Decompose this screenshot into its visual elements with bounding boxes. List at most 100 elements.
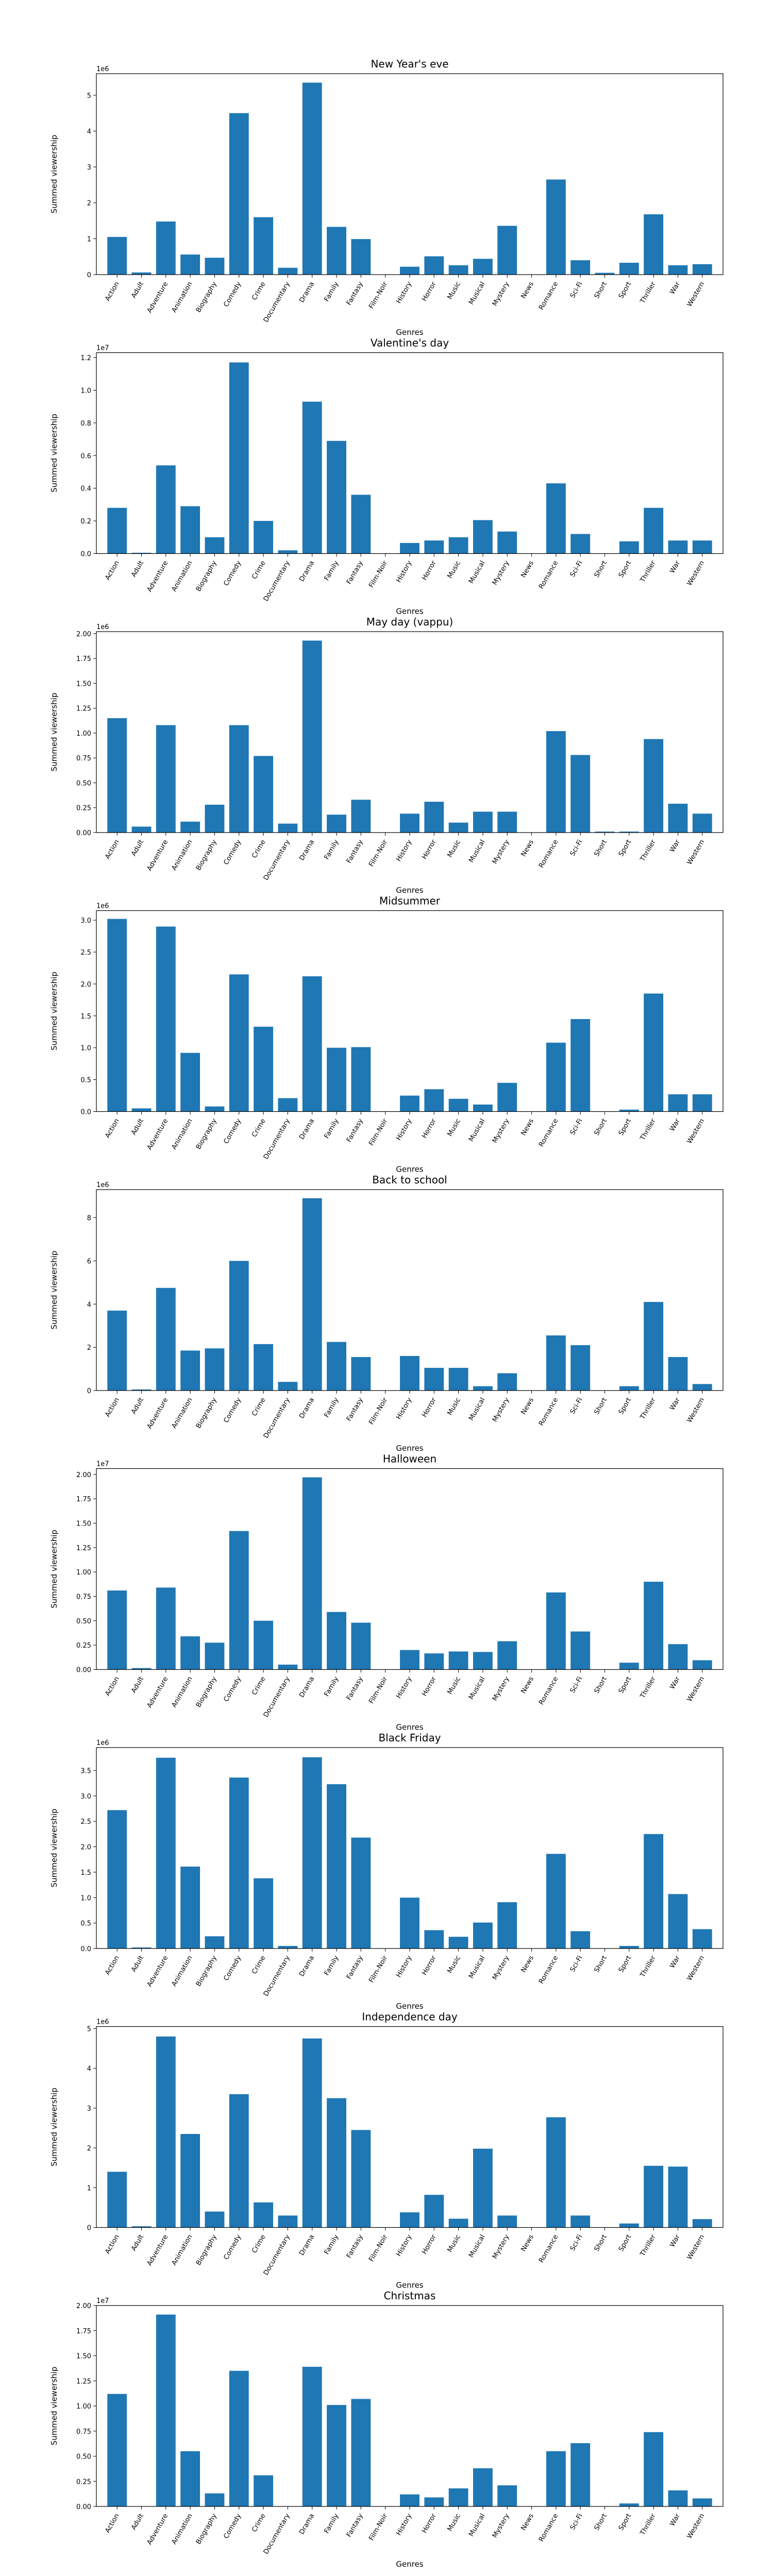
bar-biography — [205, 258, 225, 275]
x-tick-label-romance: Romance — [537, 2513, 560, 2544]
x-tick-label-documentary: Documentary — [262, 2233, 292, 2277]
y-axis-label: Summed viewership — [49, 2088, 59, 2166]
x-tick-label-mystery: Mystery — [491, 838, 511, 866]
x-tick-label-adult: Adult — [130, 1397, 145, 1416]
y-tick-label: 0.75 — [76, 2428, 91, 2436]
y-tick-label: 0.25 — [76, 805, 91, 812]
bar-animation — [180, 506, 200, 554]
x-tick-label-action: Action — [104, 1955, 121, 1977]
bar-drama — [302, 1198, 322, 1391]
bar-crime — [254, 1026, 274, 1112]
bar-musical — [473, 1922, 493, 1948]
bar-drama — [302, 1477, 322, 1670]
x-tick-label-animation: Animation — [170, 560, 194, 593]
bar-western — [692, 264, 712, 275]
bar-mystery — [497, 1373, 517, 1391]
bar-musical — [473, 1386, 493, 1391]
bar-sport — [619, 1386, 639, 1391]
bar-adventure — [156, 1587, 176, 1670]
bar-war — [668, 1357, 688, 1391]
x-tick-label-comedy: Comedy — [222, 1954, 243, 1982]
bar-music — [448, 1367, 468, 1391]
x-tick-label-thriller: Thriller — [638, 838, 658, 863]
bar-sport — [619, 1946, 639, 1948]
x-tick-label-history: History — [395, 1954, 413, 1979]
bar-romance — [546, 179, 566, 275]
x-tick-label-sci-fi: Sci-Fi — [569, 1397, 584, 1416]
bar-thriller — [644, 507, 664, 554]
x-tick-label-horror: Horror — [421, 2233, 438, 2256]
x-tick-label-animation: Animation — [170, 1397, 194, 1430]
bar-action — [107, 1810, 127, 1948]
x-tick-label-crime: Crime — [250, 2513, 267, 2534]
x-tick-label-sci-fi: Sci-Fi — [569, 2233, 584, 2252]
bar-drama — [302, 640, 322, 833]
x-tick-label-mystery: Mystery — [491, 1675, 511, 1703]
bar-romance — [546, 2451, 566, 2506]
bar-history — [400, 1355, 419, 1391]
x-tick-label-adult: Adult — [130, 2233, 145, 2252]
y-tick-label: 1.25 — [76, 1545, 91, 1552]
x-tick-label-drama: Drama — [298, 1955, 316, 1978]
y-tick-label: 0.6 — [80, 452, 91, 460]
x-tick-label-western: Western — [686, 2513, 707, 2540]
x-tick-label-crime: Crime — [250, 1117, 267, 1139]
x-tick-label-documentary: Documentary — [262, 1396, 292, 1439]
bar-comedy — [229, 1531, 249, 1670]
bar-war — [668, 1894, 688, 1948]
x-tick-label-biography: Biography — [195, 2233, 219, 2267]
y-tick-label: 2.00 — [76, 631, 91, 638]
x-tick-label-news: News — [519, 560, 535, 579]
x-tick-label-drama: Drama — [298, 2513, 316, 2536]
y-tick-label: 1.0 — [80, 1045, 91, 1053]
x-tick-label-short: Short — [593, 839, 609, 858]
bar-horror — [424, 2497, 444, 2506]
bar-mystery — [497, 2485, 517, 2506]
bar-sport — [619, 2503, 639, 2506]
x-tick-label-history: History — [395, 1117, 413, 1142]
x-tick-label-sci-fi: Sci-Fi — [569, 1117, 584, 1137]
bar-sport — [619, 2223, 639, 2228]
y-tick-label: 1.25 — [76, 705, 91, 713]
bar-documentary — [278, 2215, 298, 2228]
bar-fantasy — [351, 1357, 371, 1391]
x-tick-label-family: Family — [323, 1117, 341, 1140]
bar-comedy — [229, 1261, 249, 1391]
x-tick-label-history: History — [395, 2512, 413, 2537]
bar-family — [327, 2098, 346, 2228]
y-tick-label: 1.5 — [80, 1013, 91, 1021]
chart-title: Valentine's day — [371, 337, 449, 349]
x-tick-label-news: News — [519, 1117, 535, 1137]
x-tick-label-western: Western — [686, 2233, 707, 2261]
y-tick-label: 1.75 — [76, 2328, 91, 2335]
bar-sport — [619, 541, 639, 554]
bar-comedy — [229, 2370, 249, 2506]
x-tick-label-sport: Sport — [617, 2233, 633, 2253]
x-tick-label-animation: Animation — [170, 2513, 194, 2546]
x-tick-label-sci-fi: Sci-Fi — [569, 1955, 584, 1974]
x-tick-label-romance: Romance — [537, 1117, 560, 1148]
x-tick-label-sci-fi: Sci-Fi — [569, 560, 584, 579]
x-tick-label-fantasy: Fantasy — [345, 1675, 365, 1702]
x-tick-label-music: Music — [446, 1397, 462, 1417]
bar-horror — [424, 802, 444, 833]
y-tick-label: 2 — [87, 200, 91, 208]
x-tick-label-biography: Biography — [195, 838, 219, 872]
x-tick-label-horror: Horror — [421, 838, 438, 861]
x-tick-label-crime: Crime — [250, 839, 267, 860]
bar-history — [400, 814, 419, 833]
chart-title: New Year's eve — [371, 58, 448, 70]
bar-music — [448, 1937, 468, 1948]
x-tick-label-horror: Horror — [421, 2512, 438, 2535]
bar-documentary — [278, 1665, 298, 1670]
x-tick-label-adult: Adult — [130, 839, 145, 858]
x-tick-label-romance: Romance — [537, 2233, 560, 2264]
x-tick-label-documentary: Documentary — [262, 280, 292, 324]
x-axis-label: Genres — [396, 328, 423, 337]
x-tick-label-drama: Drama — [298, 560, 316, 583]
chart-panel-9: Christmas 0.00 0.25 0.50 0.75 1.00 1.25 1.50 1.7… — [49, 2290, 724, 2569]
x-tick-label-action: Action — [104, 1117, 121, 1140]
bar-adventure — [156, 2036, 176, 2228]
bar-biography — [205, 1642, 225, 1670]
